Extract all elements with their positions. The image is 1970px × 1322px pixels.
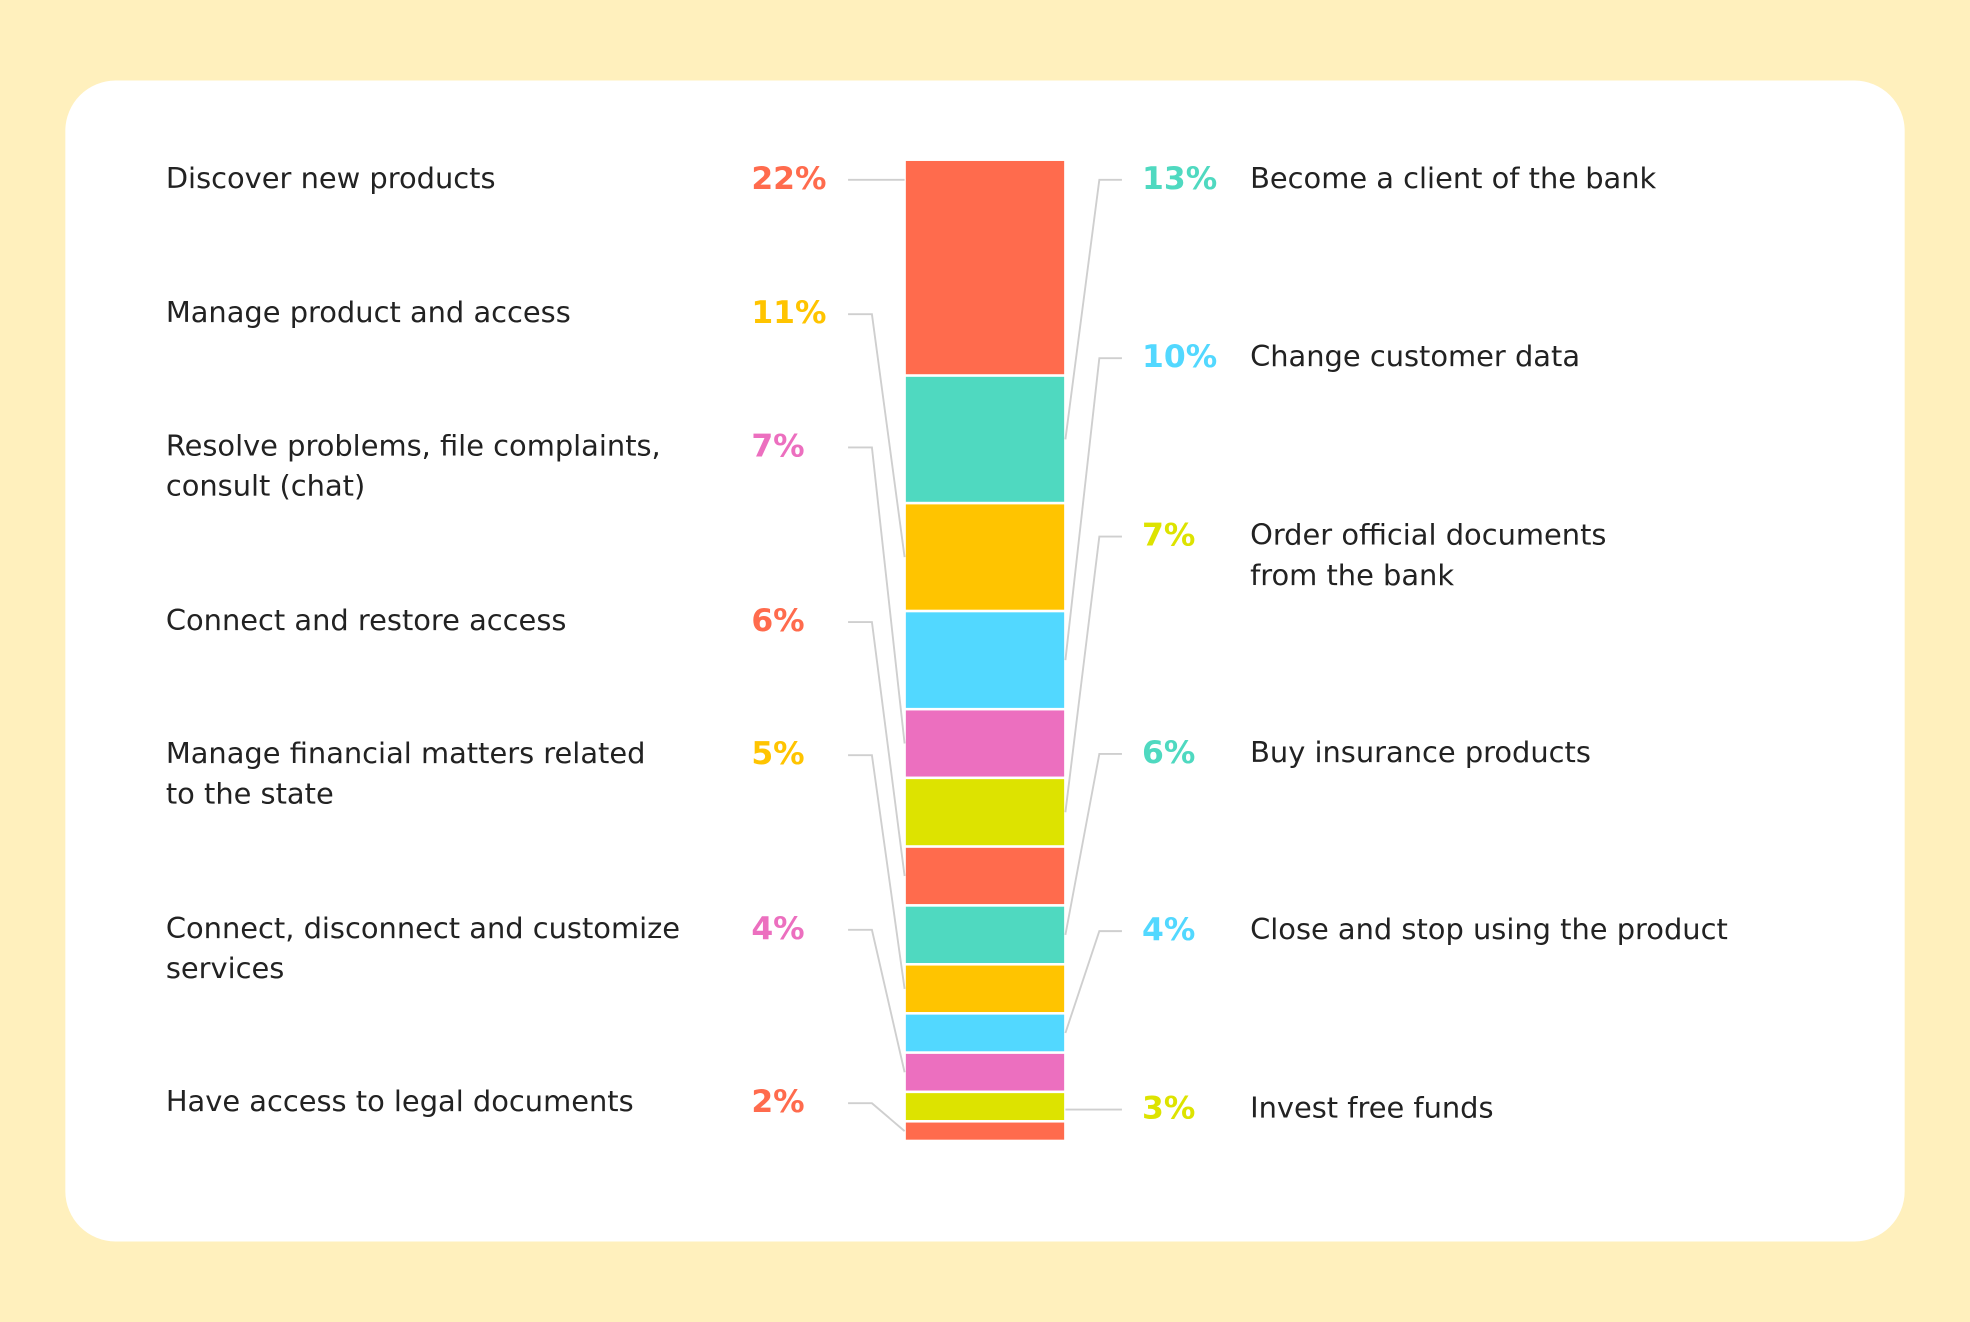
category-label: Have access to legal documents (166, 1084, 634, 1118)
label-line: to the state (166, 776, 334, 810)
category-label: Connect, disconnect and customize service… (166, 911, 680, 985)
label-line: consult (chat) (166, 469, 365, 503)
bar-segment (903, 1012, 1067, 1054)
value-label: 3% (1142, 1091, 1195, 1127)
value-label: 22% (751, 161, 826, 197)
connector (848, 1102, 906, 1132)
connector (848, 313, 906, 558)
category-label: Discover new products (166, 161, 496, 195)
value-label: 13% (1142, 161, 1217, 197)
category-label: Change customer data (1250, 339, 1580, 373)
bar-segment (903, 158, 1067, 377)
connector (848, 621, 906, 877)
bar-segment (903, 707, 1067, 780)
label-line: Buy insurance products (1250, 735, 1591, 769)
label-line: services (166, 951, 284, 985)
bar-segment (903, 609, 1067, 711)
label-line: Resolve problems, file complaints, (166, 428, 661, 462)
label-line: Invest free funds (1250, 1091, 1493, 1125)
label-line: from the bank (1250, 558, 1454, 592)
connector (848, 446, 906, 744)
bar-segment (903, 776, 1067, 848)
category-label: Close and stop using the product (1250, 912, 1728, 946)
value-label: 7% (751, 428, 804, 464)
bar-segment (903, 904, 1067, 966)
label-line: Discover new products (166, 161, 496, 195)
bar-segment (903, 1120, 1067, 1143)
category-label: Resolve problems, file complaints, consul… (166, 428, 661, 502)
label-line: Change customer data (1250, 339, 1580, 373)
value-label: 6% (1142, 735, 1195, 771)
connector (1064, 535, 1122, 813)
value-label: 6% (751, 603, 804, 639)
bar-segment (903, 374, 1067, 505)
value-label: 4% (1142, 912, 1195, 948)
bar-segment (903, 963, 1067, 1015)
connector (1064, 930, 1122, 1034)
category-label: Become a client of the bank (1250, 161, 1656, 195)
connector (848, 754, 906, 989)
label-line: Manage financial matters related (166, 736, 646, 770)
value-label: 5% (751, 736, 804, 772)
bar-segment (903, 1051, 1067, 1094)
label-line: Close and stop using the product (1250, 912, 1728, 946)
label-line: Have access to legal documents (166, 1084, 634, 1118)
label-line: Become a client of the bank (1250, 161, 1656, 195)
value-label: 11% (751, 295, 826, 331)
category-label: Manage product and access (166, 295, 571, 329)
value-label: 2% (751, 1084, 804, 1120)
value-label: 10% (1142, 339, 1217, 375)
label-line: Order official documents (1250, 518, 1606, 552)
category-label: Buy insurance products (1250, 735, 1591, 769)
label-line: Manage product and access (166, 295, 571, 329)
connector (1064, 357, 1122, 661)
category-label: Invest free funds (1250, 1091, 1493, 1125)
connector (1064, 178, 1122, 440)
label-line: Connect, disconnect and customize (166, 911, 680, 945)
connector (848, 928, 906, 1073)
bar-segment (903, 501, 1067, 613)
value-label: 4% (751, 911, 804, 947)
bar-segment (903, 845, 1067, 907)
category-label: Manage financial matters related to the s… (166, 736, 646, 810)
value-label: 7% (1142, 518, 1195, 554)
category-label: Connect and restore access (166, 603, 567, 637)
connector (1064, 753, 1122, 936)
category-label: Order official documents from the bank (1250, 518, 1606, 592)
label-line: Connect and restore access (166, 603, 567, 637)
bar-segment (903, 1090, 1067, 1123)
